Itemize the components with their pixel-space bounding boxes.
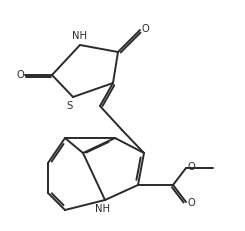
Text: S: S bbox=[66, 101, 72, 111]
Text: O: O bbox=[141, 24, 149, 34]
Text: NH: NH bbox=[95, 204, 110, 214]
Text: NH: NH bbox=[72, 31, 86, 41]
Text: O: O bbox=[187, 162, 195, 172]
Text: O: O bbox=[187, 198, 195, 208]
Text: O: O bbox=[16, 70, 24, 80]
